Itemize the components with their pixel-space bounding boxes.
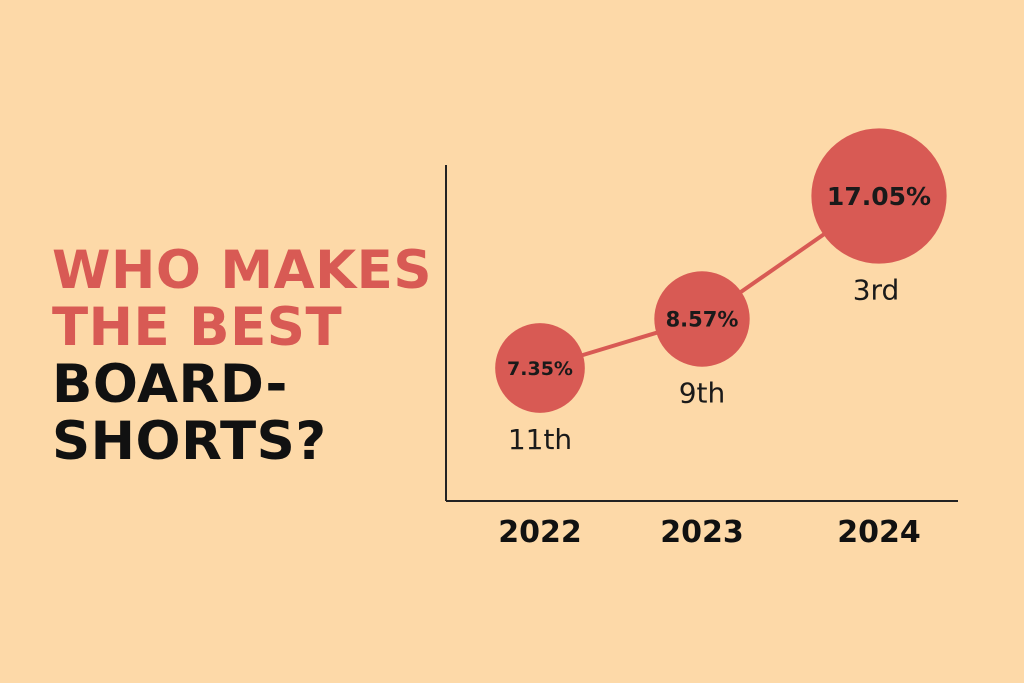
headline-line-4: SHORTS? xyxy=(52,411,327,472)
x-tick-label-2023: 2023 xyxy=(660,515,744,550)
x-tick-label-2022: 2022 xyxy=(498,515,582,550)
rank-label-2023: 9th xyxy=(679,377,726,410)
headline-line-2: THE BEST xyxy=(52,297,343,358)
headline-line-1: WHO MAKES xyxy=(52,240,433,301)
data-point-2023 xyxy=(654,271,750,367)
value-label-2024: 17.05% xyxy=(827,182,931,211)
headline-line-3: BOARD- xyxy=(52,354,288,415)
data-point-2024 xyxy=(811,128,947,264)
data-point-2022 xyxy=(495,323,585,413)
x-tick-label-2024: 2024 xyxy=(837,515,921,550)
rank-label-2024: 3rd xyxy=(853,274,900,307)
value-label-2022: 7.35% xyxy=(507,358,573,380)
rank-label-2022: 11th xyxy=(508,423,572,456)
value-label-2023: 8.57% xyxy=(666,308,739,332)
headline: WHO MAKES THE BEST BOARD- SHORTS? xyxy=(52,242,432,470)
